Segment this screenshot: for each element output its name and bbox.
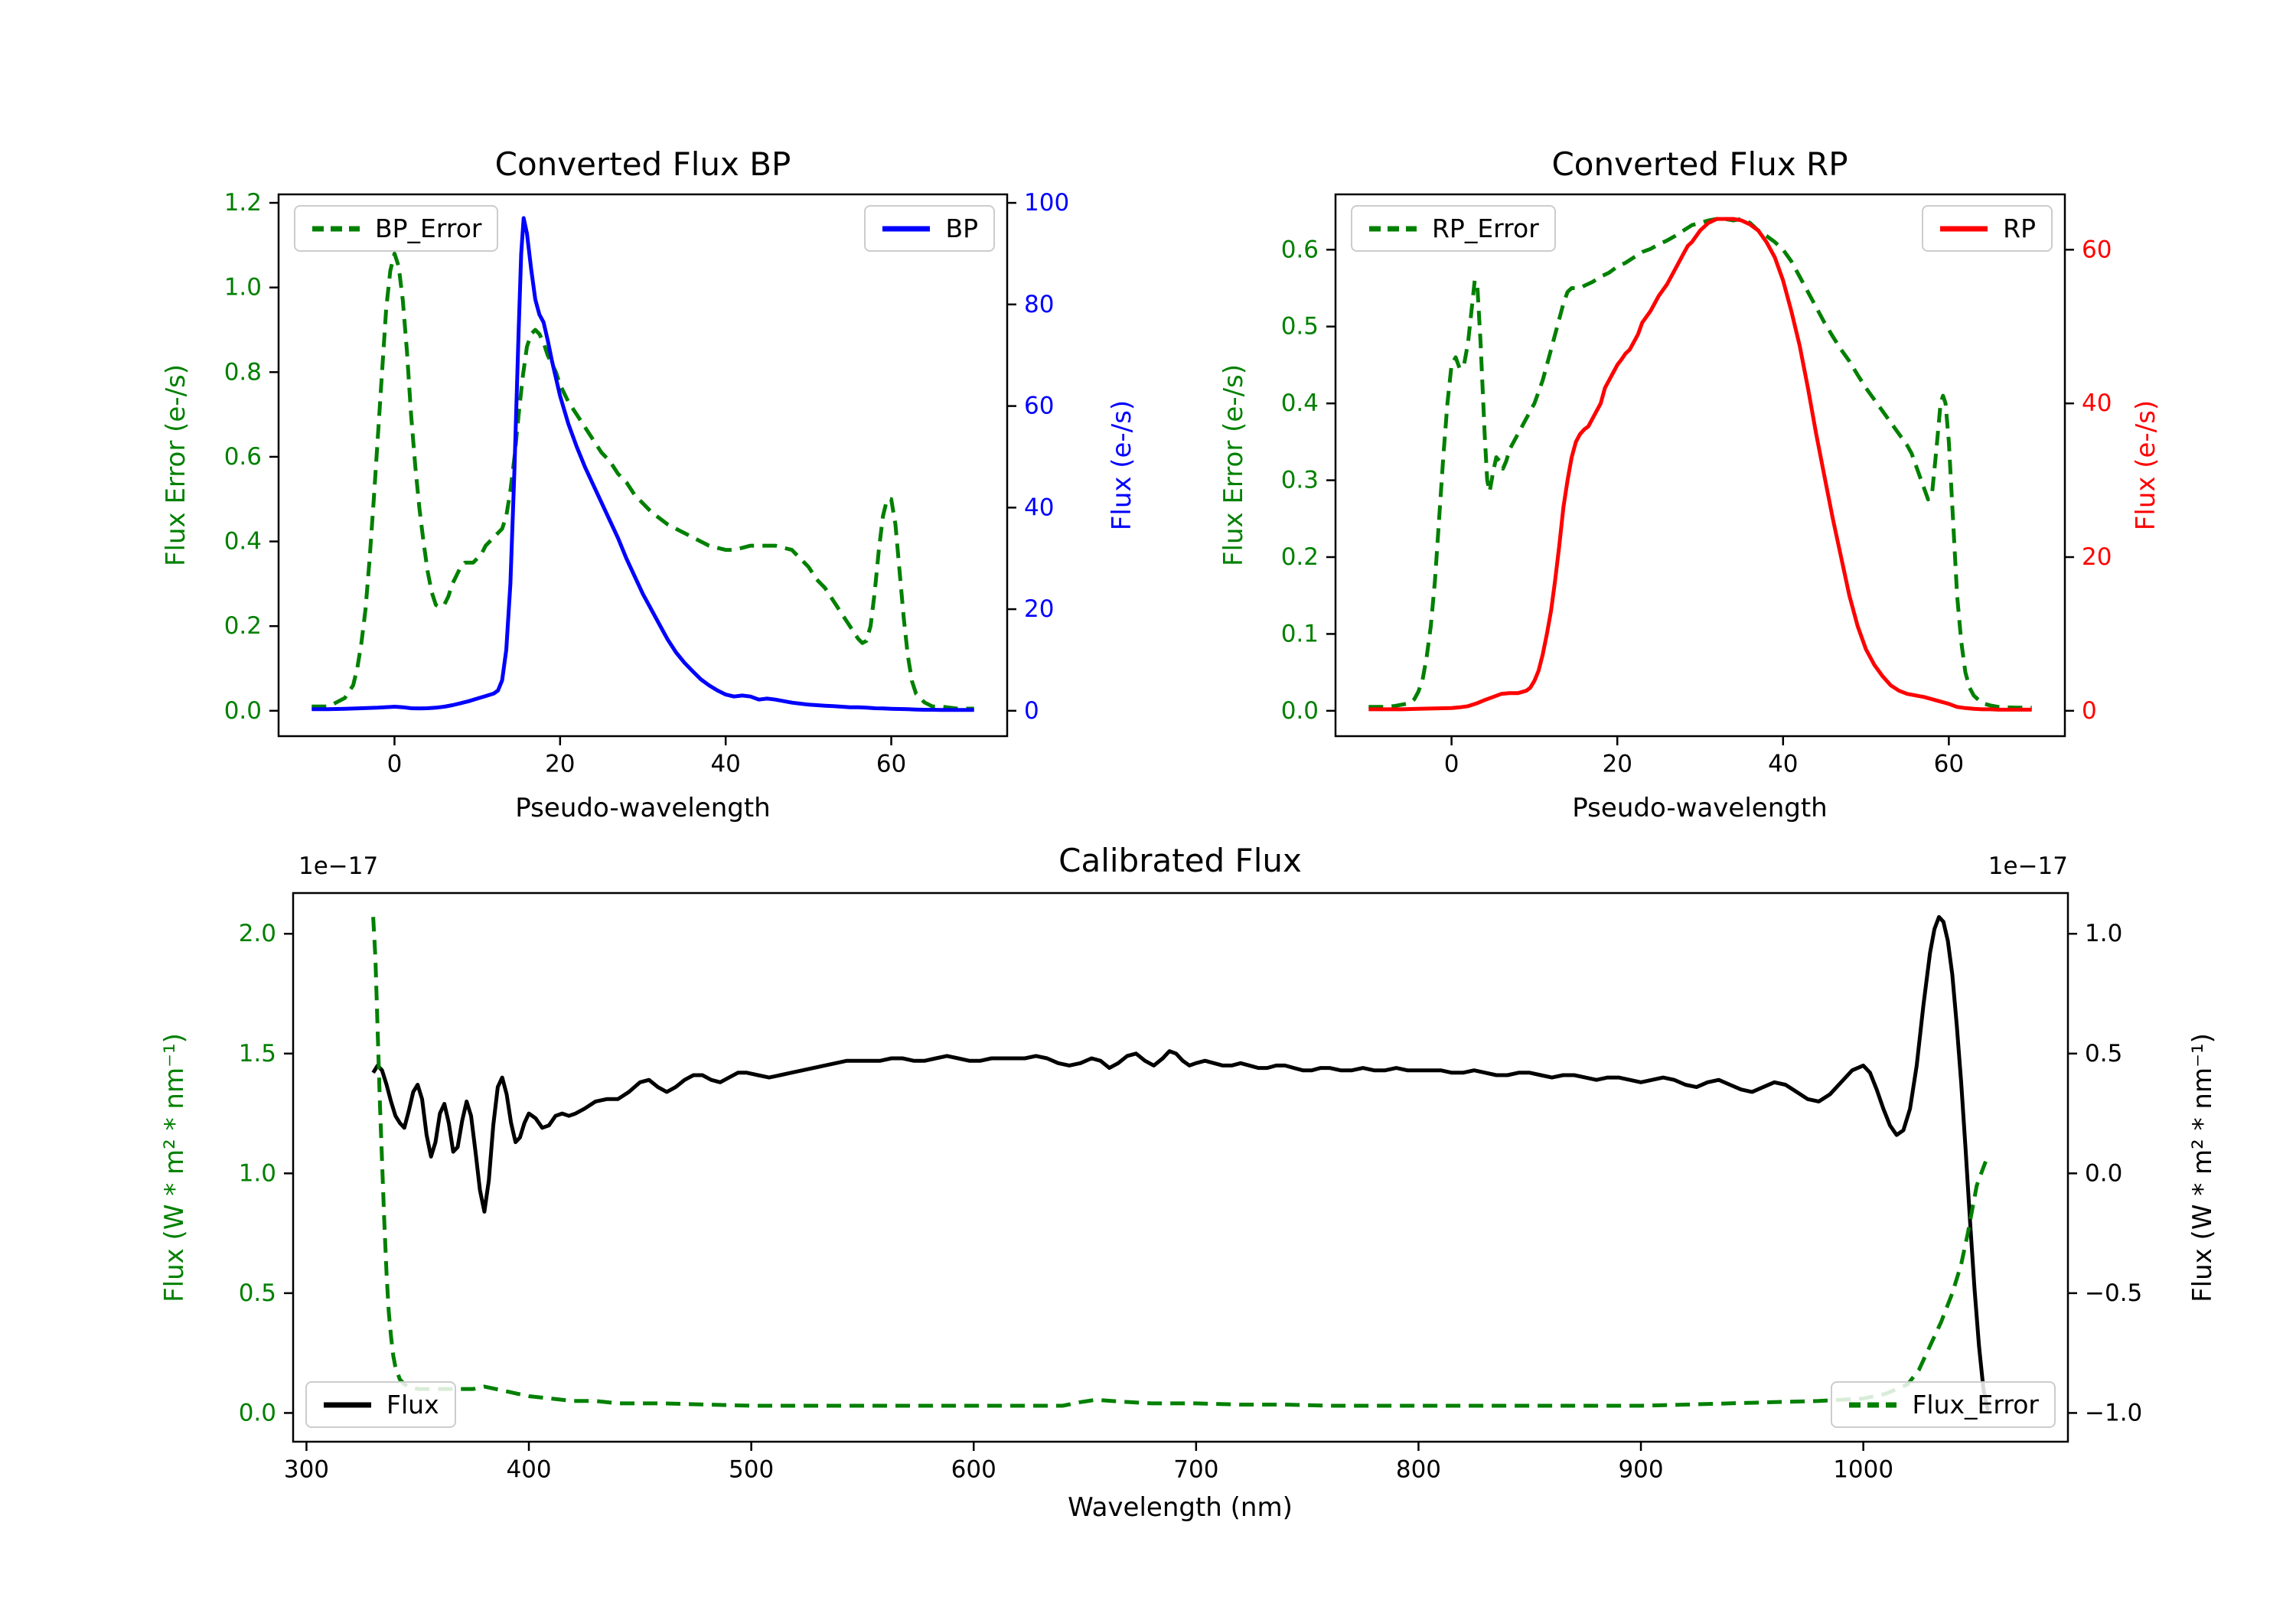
x-tick-label: 400 [506, 1455, 551, 1483]
x-tick-label: 1000 [1833, 1455, 1893, 1483]
legend-line-sample-rp [1940, 226, 1988, 231]
legend-label-flux-error: Flux_Error [1912, 1390, 2039, 1420]
chart-0: 0 20 40 60 0.0 0.2 0.4 0.6 0.8 1.0 1.2 0 20 40 60 80 100 [224, 189, 1069, 777]
x-tick-label: 300 [284, 1455, 329, 1483]
series-Flux_Error [371, 917, 1988, 1408]
x-tick-label: 20 [545, 750, 575, 777]
axes-spines-2 [292, 892, 2069, 1443]
chart-2: 300 400 500 600 700 800 900 1000 0.0 0.5 1.0 1.5 2.0… [239, 892, 2142, 1483]
legend-line-sample-rp-error [1369, 226, 1417, 231]
y-tick-label-left: 0.5 [1281, 313, 1319, 341]
y-tick-label-left: 1.0 [224, 274, 262, 302]
series-RP_Error [1368, 217, 2032, 710]
y-tick-label-right: −1.0 [2085, 1399, 2142, 1426]
legend-label-bp-error: BP_Error [375, 214, 482, 243]
chart-title-rp: Converted Flux RP [1551, 145, 1848, 183]
ylabel-calibrated-left: Flux (W * m² * nm⁻¹) [159, 1033, 190, 1302]
y-tick-label-left: 1.0 [239, 1159, 276, 1187]
y-tick-label-right: 20 [2082, 543, 2112, 571]
y-tick-label-right: −0.5 [2085, 1279, 2142, 1307]
chart-1: 0 20 40 60 0.0 0.1 0.2 0.3 0.4 0.5 0.6 0 20 40 60 [1281, 193, 2112, 777]
offset-text-right: 1e−17 [1988, 852, 2068, 880]
legend-line-sample-flux [324, 1402, 371, 1407]
legend-rp-error: RP_Error [1351, 205, 1556, 252]
y-tick-label-left: 0.2 [224, 612, 262, 640]
legend-rp: RP [1922, 205, 2053, 252]
ylabel-bp-left: Flux Error (e-/s) [161, 363, 191, 567]
legend-flux-error: Flux_Error [1831, 1381, 2056, 1428]
series-BP [311, 216, 974, 712]
x-tick-label: 900 [1618, 1455, 1663, 1483]
x-tick-label: 600 [951, 1455, 996, 1483]
y-tick-label-left: 1.2 [224, 189, 262, 217]
x-tick-label: 60 [1934, 750, 1964, 777]
x-tick-label: 0 [1444, 750, 1459, 777]
y-tick-label-left: 0.0 [224, 697, 262, 725]
legend-line-sample-bp-error [312, 226, 360, 231]
x-tick-label: 40 [710, 750, 740, 777]
y-tick-label-left: 0.0 [1281, 697, 1319, 725]
xlabel-rp: Pseudo-wavelength [1572, 793, 1828, 823]
y-tick-label-right: 0.5 [2085, 1040, 2122, 1068]
legend-label-rp-error: RP_Error [1432, 214, 1539, 243]
y-tick-label-right: 0.0 [2085, 1159, 2122, 1187]
y-tick-label-right: 0 [1024, 697, 1039, 725]
x-tick-label: 20 [1602, 750, 1632, 777]
legend-line-sample-flux-error [1849, 1402, 1897, 1407]
y-tick-label-right: 0 [2082, 697, 2097, 725]
y-tick-label-right: 40 [1024, 494, 1054, 521]
chart-title-calibrated: Calibrated Flux [1058, 842, 1302, 879]
legend-bp-error: BP_Error [294, 205, 499, 252]
y-tick-label-left: 0.1 [1281, 620, 1319, 647]
x-tick-label: 800 [1396, 1455, 1441, 1483]
xlabel-bp: Pseudo-wavelength [515, 793, 771, 823]
y-tick-label-left: 0.3 [1281, 467, 1319, 494]
xlabel-calibrated: Wavelength (nm) [1068, 1492, 1293, 1523]
x-tick-label: 40 [1768, 750, 1798, 777]
y-tick-label-left: 0.4 [1281, 390, 1319, 417]
series-RP [1368, 217, 2032, 712]
y-tick-label-left: 0.6 [224, 443, 262, 471]
series-BP_Error [311, 251, 974, 711]
ylabel-rp-right: Flux (e-/s) [2131, 399, 2161, 531]
y-tick-label-left: 0.4 [224, 528, 262, 556]
legend-flux: Flux [305, 1381, 456, 1428]
y-tick-label-right: 60 [2082, 236, 2112, 263]
axes-spines-1 [1334, 193, 2066, 738]
x-tick-label: 0 [387, 750, 403, 777]
y-tick-label-right: 100 [1024, 189, 1069, 217]
y-tick-label-left: 0.0 [239, 1399, 276, 1426]
legend-label-bp: BP [945, 214, 978, 243]
legend-bp: BP [864, 205, 995, 252]
ylabel-rp-left: Flux Error (e-/s) [1218, 363, 1249, 567]
x-tick-label: 60 [876, 750, 906, 777]
y-tick-label-left: 0.5 [239, 1279, 276, 1307]
y-tick-label-right: 60 [1024, 393, 1054, 420]
x-tick-label: 500 [729, 1455, 774, 1483]
y-tick-label-right: 80 [1024, 291, 1054, 318]
y-tick-label-right: 1.0 [2085, 920, 2122, 947]
y-tick-label-right: 40 [2082, 390, 2112, 417]
legend-line-sample-bp [882, 226, 931, 231]
legend-label-flux: Flux [386, 1390, 439, 1420]
legend-label-rp: RP [2003, 214, 2036, 243]
series-Flux [371, 914, 1990, 1411]
y-tick-label-left: 0.8 [224, 358, 262, 386]
y-tick-label-left: 0.6 [1281, 236, 1319, 263]
ylabel-calibrated-right: Flux (W * m² * nm⁻¹) [2187, 1033, 2218, 1302]
offset-text-left: 1e−17 [298, 852, 379, 880]
axes-spines-0 [277, 193, 1009, 738]
ylabel-bp-right: Flux (e-/s) [1107, 399, 1137, 531]
x-tick-label: 700 [1173, 1455, 1218, 1483]
y-tick-label-right: 20 [1024, 595, 1054, 623]
chart-title-bp: Converted Flux BP [494, 145, 791, 183]
y-tick-label-left: 0.2 [1281, 543, 1319, 571]
y-tick-label-left: 2.0 [239, 920, 276, 947]
y-tick-label-left: 1.5 [239, 1040, 276, 1068]
